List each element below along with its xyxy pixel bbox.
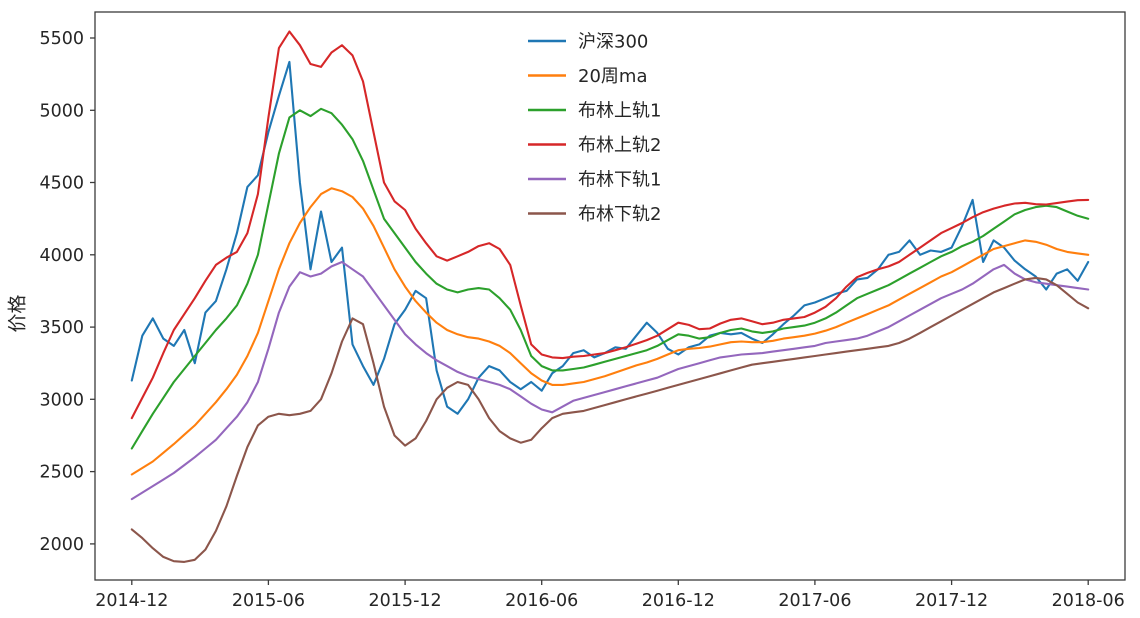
legend-item: 布林上轨2 [528,135,661,156]
legend-label: 布林下轨2 [578,204,661,225]
y-axis-tick-label: 2500 [39,463,84,483]
series-line-4 [130,260,1090,501]
legend-item: 沪深300 [528,32,648,53]
y-axis-tick-label: 3000 [39,390,84,410]
series-line-5 [130,276,1090,563]
y-axis-tick-label: 4500 [39,174,84,194]
series-line-3 [130,30,1090,420]
y-axis-tick-label: 5000 [39,101,84,121]
legend-label: 布林上轨2 [578,135,661,156]
y-axis-title: 价格 [6,294,29,333]
x-axis-tick-label: 2017-06 [778,591,851,611]
legend-item: 20周ma [528,66,647,87]
legend-label: 20周ma [578,66,647,87]
legend-label: 沪深300 [578,32,648,53]
x-axis-tick-label: 2016-12 [642,591,715,611]
y-axis-tick-label: 2000 [39,535,84,555]
x-axis-tick-label: 2018-06 [1052,591,1125,611]
x-axis-tick-label: 2015-06 [232,591,305,611]
series-line-0 [130,60,1090,415]
series-line-2 [130,107,1090,450]
plot-frame [94,11,1126,581]
series-line-1 [130,187,1090,476]
y-axis-tick-label: 4000 [39,246,84,266]
legend-item: 布林下轨1 [528,170,661,191]
y-axis-tick-label: 5500 [39,29,84,49]
x-axis-tick-label: 2016-06 [505,591,578,611]
x-axis-tick-label: 2017-12 [915,591,988,611]
legend-item: 布林下轨2 [528,204,661,225]
legend-label: 布林下轨1 [578,170,661,191]
x-axis-tick-label: 2014-12 [95,591,168,611]
x-axis-tick-label: 2015-12 [369,591,442,611]
legend-label: 布林上轨1 [578,101,661,122]
y-axis-tick-label: 3500 [39,318,84,338]
legend-item: 布林上轨1 [528,101,661,122]
